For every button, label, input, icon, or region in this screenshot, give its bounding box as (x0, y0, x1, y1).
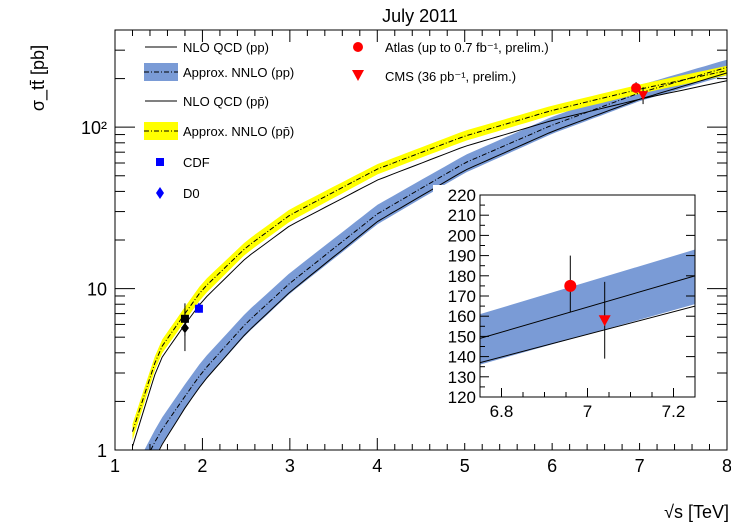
marker-atlas (631, 82, 642, 93)
y-axis-label: σ_tt̄ [pb] (28, 45, 49, 111)
x-tick-label: 5 (460, 456, 470, 476)
inset-y-tick-label: 170 (448, 287, 476, 306)
x-tick-label: 3 (285, 456, 295, 476)
legend-marker-atlas (353, 42, 363, 52)
inset-y-tick-label: 200 (448, 226, 476, 245)
inset-y-tick-label: 160 (448, 307, 476, 326)
legend-label-nlo-pp: NLO QCD (pp) (183, 40, 269, 55)
legend-marker-d0 (156, 187, 164, 199)
x-axis-label: √s [TeV] (664, 502, 729, 522)
legend-label-d0: D0 (183, 186, 200, 201)
legend-label-cms: CMS (36 pb⁻¹, prelim.) (385, 69, 516, 84)
x-tick-label: 6 (547, 456, 557, 476)
marker-cms (638, 91, 649, 101)
inset-y-tick-label: 140 (448, 348, 476, 367)
x-tick-label: 7 (635, 456, 645, 476)
legend-label-nnlo-ppbar: Approx. NNLO (pp̄) (183, 124, 294, 139)
legend-label-nnlo-pp: Approx. NNLO (pp) (183, 65, 294, 80)
line-nlo-qcd-pp- (158, 72, 727, 450)
inset-y-tick-label: 150 (448, 327, 476, 346)
y-tick-label: 10² (81, 118, 107, 138)
legend-label-atlas: Atlas (up to 0.7 fb⁻¹, prelim.) (385, 40, 549, 55)
x-tick-label: 2 (197, 456, 207, 476)
inset-line-upper (480, 275, 695, 339)
marker-cms (598, 315, 611, 327)
marker-tevatron-run-i-1-8-tev-diamond- (180, 322, 189, 334)
inset-y-tick-label: 120 (448, 388, 476, 407)
x-tick-label: 4 (372, 456, 382, 476)
legend: NLO QCD (pp) Approx. NNLO (pp) NLO QCD (… (144, 40, 549, 201)
line-nlo-qcd-pp- (132, 80, 727, 447)
inset-y-tick-label: 130 (448, 368, 476, 387)
central-line-approx-nnlo-pp- (150, 66, 727, 450)
x-tick-label: 8 (722, 456, 731, 476)
marker-d0 (194, 302, 203, 314)
y-tick-label: 10 (87, 280, 107, 300)
y-tick-label: 1 (97, 441, 107, 461)
x-tick-label: 1 (110, 456, 120, 476)
legend-marker-cdf (156, 158, 164, 166)
legend-label-nlo-ppbar: NLO QCD (pp̄) (183, 94, 269, 109)
inset-y-tick-label: 190 (448, 247, 476, 266)
inset-y-tick-label: 180 (448, 267, 476, 286)
inset-y-tick-label: 210 (448, 206, 476, 225)
chart-title: July 2011 (382, 6, 458, 26)
central-line-approx-nnlo-pp- (132, 70, 727, 432)
marker-atlas (564, 279, 577, 292)
inset-line-lower (480, 305, 695, 364)
inset-x-tick-label: 6.8 (490, 402, 514, 421)
inset-x-tick-label: 7 (583, 402, 592, 421)
inset-y-tick-label: 220 (448, 186, 476, 205)
legend-marker-cms (352, 70, 364, 81)
legend-label-cdf: CDF (183, 155, 210, 170)
inset-x-tick-label: 7.2 (662, 402, 686, 421)
